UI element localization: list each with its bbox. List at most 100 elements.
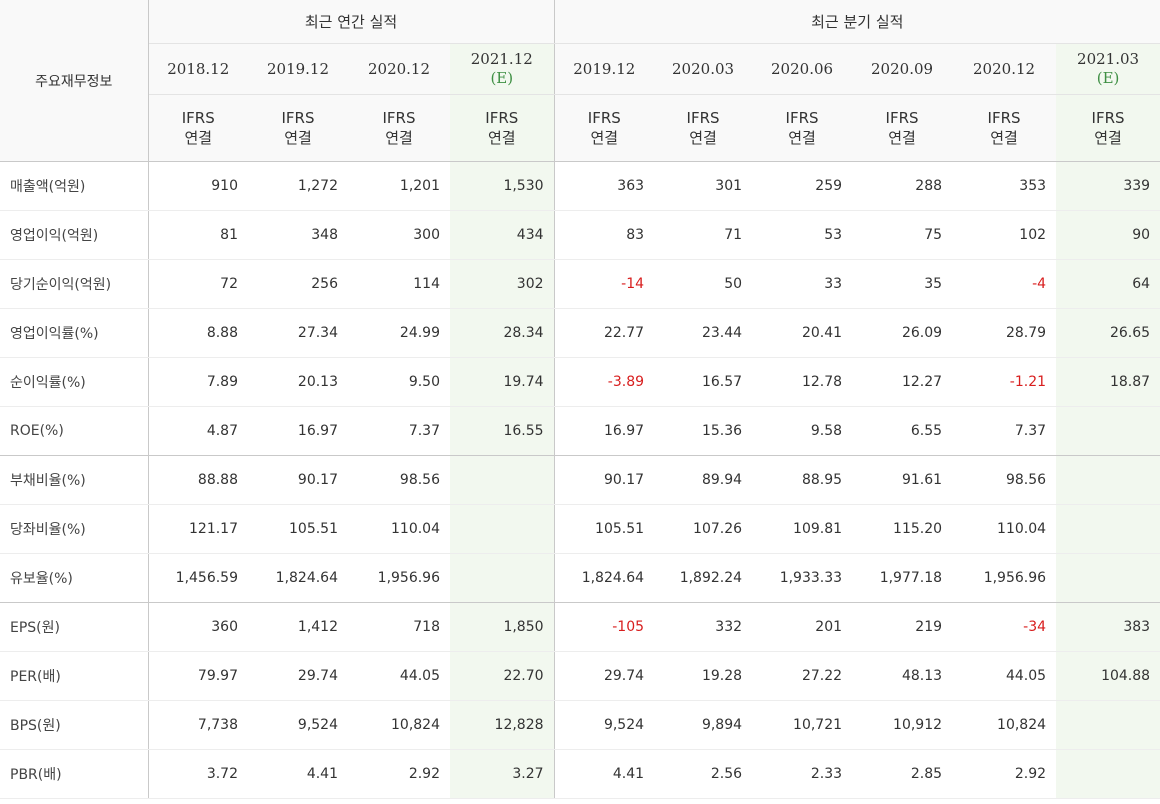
table-cell: 90 (1056, 210, 1160, 260)
table-cell: -3.89 (554, 357, 655, 407)
period-header: 2019.12 (554, 43, 655, 95)
standard-line1: IFRS (485, 109, 519, 127)
table-cell: 339 (1056, 161, 1160, 211)
table-cell: 2.92 (348, 749, 450, 799)
period-header: 2019.12 (248, 43, 348, 95)
table-cell: -105 (554, 602, 655, 652)
table-cell: 1,412 (248, 602, 348, 652)
row-label: BPS(원) (0, 700, 149, 750)
table-row: 영업이익률(%) 8.88 27.34 24.99 28.34 22.77 23.44 20.… (0, 308, 1160, 358)
table-cell: 27.34 (248, 308, 348, 358)
table-cell: -14 (554, 259, 655, 309)
table-cell (1056, 700, 1160, 750)
table-cell: 29.74 (248, 651, 348, 701)
table-cell: 12,828 (450, 700, 555, 750)
table-cell: 1,272 (248, 161, 348, 211)
table-cell: 302 (450, 259, 555, 309)
table-cell: 50 (654, 259, 753, 309)
table-cell: 98.56 (952, 455, 1057, 505)
table-cell: 1,956.96 (348, 553, 450, 603)
period-date: 2020.03 (672, 59, 735, 78)
table-cell: 98.56 (348, 455, 450, 505)
table-cell: 300 (348, 210, 450, 260)
table-cell: 16.57 (654, 357, 753, 407)
period-date: 2021.12 (470, 50, 533, 68)
table-cell: 35 (852, 259, 953, 309)
table-cell: 22.77 (554, 308, 655, 358)
table-row: 당좌비율(%) 121.17 105.51 110.04 105.51 107.26 109… (0, 504, 1160, 554)
accounting-standard: IFRS 연결 (554, 94, 655, 162)
table-cell (1056, 553, 1160, 603)
table-cell: 1,892.24 (654, 553, 753, 603)
table-row: ROE(%) 4.87 16.97 7.37 16.55 16.97 15.36 9.58 6.… (0, 406, 1160, 456)
table-cell: 9.50 (348, 357, 450, 407)
table-cell: 8.88 (148, 308, 248, 358)
row-label: 영업이익(억원) (0, 210, 149, 260)
table-cell: 23.44 (654, 308, 753, 358)
table-cell: 1,933.33 (752, 553, 853, 603)
period-date: 2020.09 (871, 59, 934, 78)
table-cell: 2.85 (852, 749, 953, 799)
table-cell: 1,956.96 (952, 553, 1057, 603)
table-cell: 201 (752, 602, 853, 652)
table-cell: 434 (450, 210, 555, 260)
table-cell: 44.05 (348, 651, 450, 701)
table-cell: 383 (1056, 602, 1160, 652)
table-cell: 12.27 (852, 357, 953, 407)
standard-line1: IFRS (885, 109, 919, 127)
standard-line2: 연결 (385, 129, 413, 147)
standard-line2: 연결 (590, 129, 619, 147)
table-cell: 16.97 (248, 406, 348, 456)
table-cell: 22.70 (450, 651, 555, 701)
table-cell: 72 (148, 259, 248, 309)
table-cell (1056, 406, 1160, 456)
row-label: 부채비율(%) (0, 455, 149, 505)
table-cell: 1,824.64 (248, 553, 348, 603)
standard-line2: 연결 (184, 129, 213, 147)
table-row: BPS(원) 7,738 9,524 10,824 12,828 9,524 9,894 10… (0, 700, 1160, 750)
period-date: 2020.06 (771, 59, 834, 78)
table-cell: 79.97 (148, 651, 248, 701)
standard-line1: IFRS (686, 109, 720, 127)
period-header: 2021.12 (E) (450, 43, 555, 95)
table-cell: 88.88 (148, 455, 248, 505)
accounting-standard: IFRS 연결 (952, 94, 1057, 162)
table-cell: 288 (852, 161, 953, 211)
table-cell (450, 455, 555, 505)
table-cell: 114 (348, 259, 450, 309)
standard-line2: 연결 (888, 129, 916, 147)
table-row: 영업이익(억원) 81 348 300 434 83 71 53 75 102 90 (0, 210, 1160, 260)
table-cell: 1,824.64 (554, 553, 655, 603)
period-date: 2018.12 (167, 59, 230, 78)
table-cell: 53 (752, 210, 853, 260)
row-label: 당좌비율(%) (0, 504, 149, 554)
table-cell: -1.21 (952, 357, 1057, 407)
accounting-standard: IFRS 연결 (248, 94, 348, 162)
table-cell: 348 (248, 210, 348, 260)
table-cell: 90.17 (248, 455, 348, 505)
corner-label: 주요재무정보 (0, 0, 149, 162)
standard-line1: IFRS (281, 109, 315, 127)
period-date: 2020.12 (973, 59, 1036, 78)
table-cell: 91.61 (852, 455, 953, 505)
period-date: 2020.12 (367, 59, 431, 78)
estimate-mark: (E) (1096, 69, 1120, 87)
period-header: 2018.12 (148, 43, 248, 95)
table-row: 순이익률(%) 7.89 20.13 9.50 19.74 -3.89 16.57 12.78… (0, 357, 1160, 407)
table-cell: 28.79 (952, 308, 1057, 358)
table-cell: 2.92 (952, 749, 1057, 799)
quarter-group-header: 최근 분기 실적 (554, 0, 1160, 44)
table-cell: 64 (1056, 259, 1160, 309)
table-cell: 107.26 (654, 504, 753, 554)
table-cell: 259 (752, 161, 853, 211)
table-cell: 105.51 (554, 504, 655, 554)
table-row: 부채비율(%) 88.88 90.17 98.56 90.17 89.94 88.95 91.… (0, 455, 1160, 505)
accounting-standard: IFRS 연결 (148, 94, 248, 162)
estimate-mark: (E) (490, 69, 514, 87)
table-cell: 219 (852, 602, 953, 652)
table-cell: 4.87 (148, 406, 248, 456)
table-cell: 20.13 (248, 357, 348, 407)
table-cell: 7.37 (952, 406, 1057, 456)
standard-line2: 연결 (1094, 129, 1122, 147)
